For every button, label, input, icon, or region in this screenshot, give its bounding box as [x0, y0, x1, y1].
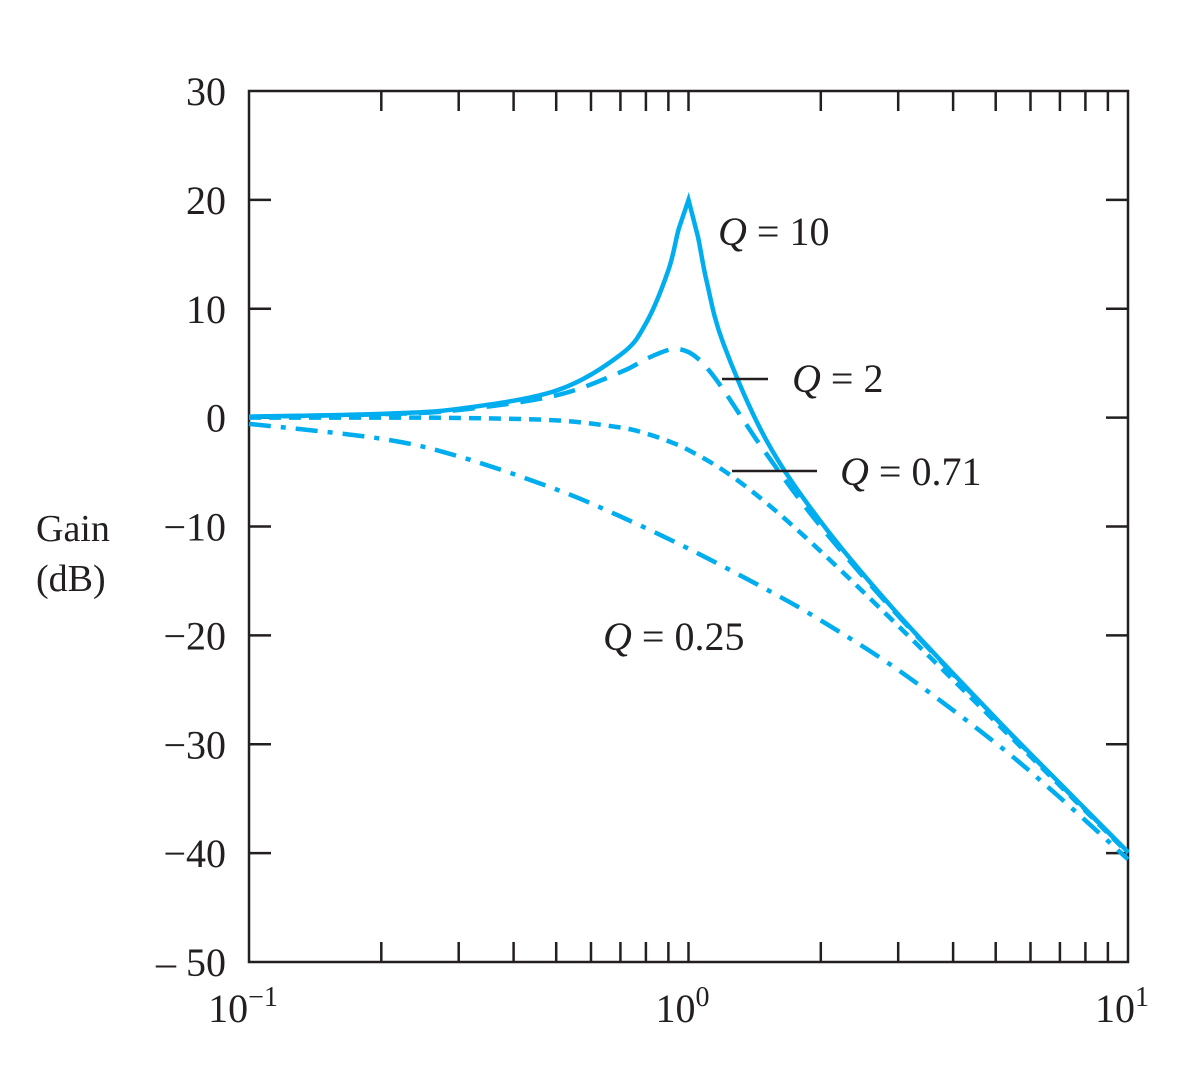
x-tick-label-exponent: 1: [1135, 982, 1149, 1013]
x-tick-label-exponent: 0: [696, 982, 710, 1013]
x-tick-labels: 10−1 100 101: [208, 982, 1149, 1031]
label-q2: Q = 2: [792, 356, 883, 401]
series-line-q025: [248, 421, 1130, 861]
series-line-q071: [248, 415, 1130, 855]
label-q071: Q = 0.71: [840, 449, 981, 494]
x-tick-label-exponent: −1: [248, 982, 278, 1013]
y-tick-labels: 30 20 10 0 −10 −20 −30 −40 – 50: [155, 69, 226, 985]
x-tick-label-base: 10: [208, 986, 248, 1031]
axis-ticks: [249, 91, 1128, 962]
label-q025: Q = 0.25: [603, 614, 744, 659]
label-q10: Q = 10: [718, 209, 829, 254]
y-tick-label: 30: [186, 69, 226, 114]
x-tick-label: 10−1: [208, 982, 278, 1031]
y-tick-label: −10: [163, 505, 226, 550]
y-axis-label-line2: (dB): [36, 558, 106, 600]
x-tick-label-base: 10: [1095, 986, 1135, 1031]
x-tick-label-base: 10: [656, 986, 696, 1031]
plot-frame: [247, 89, 1130, 964]
y-tick-label: 0: [206, 396, 226, 441]
series-line-q10: [248, 191, 1130, 854]
y-tick-label: −40: [163, 831, 226, 876]
y-tick-label: −30: [163, 722, 226, 767]
x-tick-label: 101: [1095, 982, 1149, 1031]
y-tick-label: 10: [186, 287, 226, 332]
y-axis-label-line1: Gain: [36, 508, 110, 550]
y-tick-label: 20: [186, 178, 226, 223]
series-line-q2: [248, 346, 1130, 854]
y-tick-label: – 50: [155, 940, 226, 985]
y-tick-label: −20: [163, 613, 226, 658]
x-tick-label: 100: [656, 982, 710, 1031]
curves: [248, 191, 1130, 861]
